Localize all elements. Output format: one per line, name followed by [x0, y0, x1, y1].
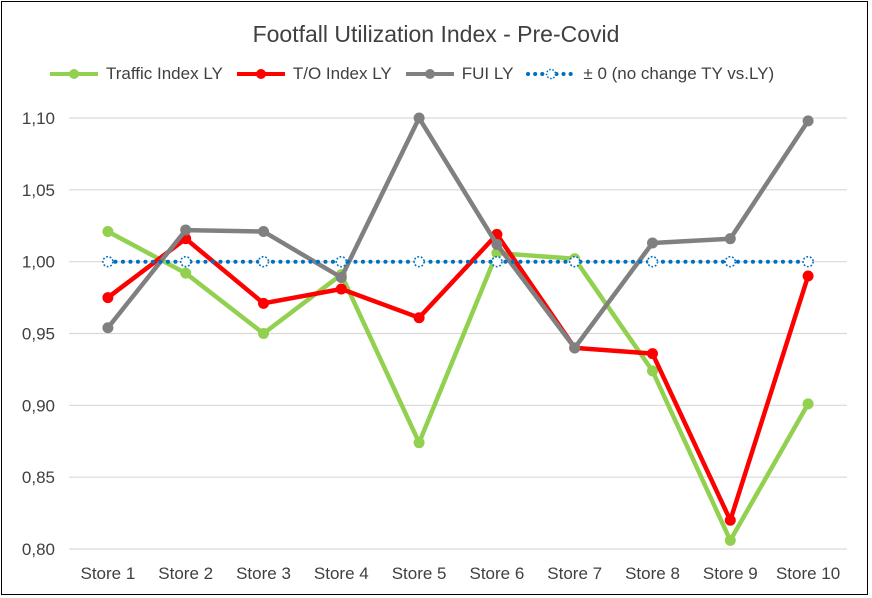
legend-item-fui: FUI LY: [404, 64, 514, 84]
legend-item-traffic: Traffic Index LY: [48, 64, 223, 84]
legend-item-baseline: ± 0 (no change TY vs.LY): [525, 64, 774, 84]
legend-swatch-to: [236, 69, 285, 79]
legend-swatch-baseline: [526, 68, 578, 80]
legend-item-to: T/O Index LY: [235, 64, 392, 84]
chart-title: Footfall Utilization Index - Pre-Covid: [252, 21, 620, 47]
legend-label-traffic: Traffic Index LY: [106, 64, 223, 83]
legend-label-to: T/O Index LY: [292, 64, 392, 83]
legend-label-fui: FUI LY: [461, 64, 514, 83]
legend-label-baseline: ± 0 (no change TY vs.LY): [583, 64, 775, 83]
legend-swatch-fui: [405, 69, 454, 79]
chart-legend: Traffic Index LY T/O Index LY FUI LY ± 0…: [48, 64, 786, 84]
legend-swatch-traffic: [50, 69, 98, 79]
